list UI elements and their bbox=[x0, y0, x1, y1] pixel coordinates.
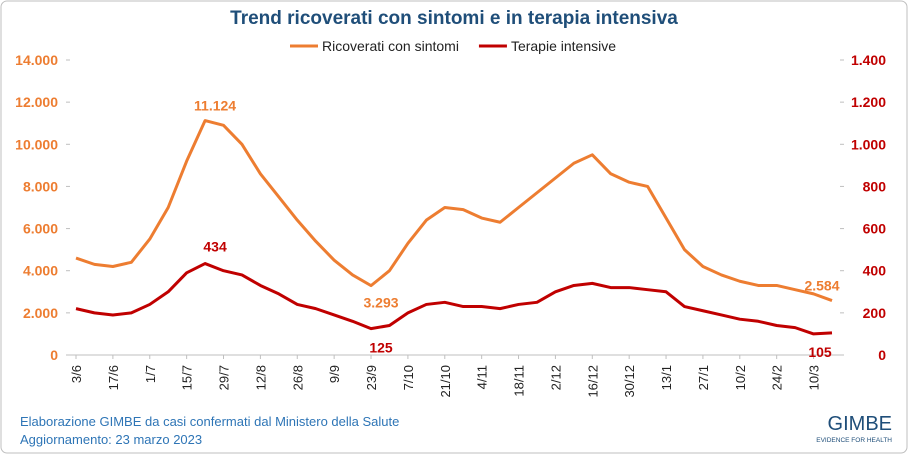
value-label: 11.124 bbox=[194, 98, 236, 114]
x-tick-label: 26/8 bbox=[290, 365, 305, 390]
value-label: 2.584 bbox=[804, 278, 839, 294]
value-label: 125 bbox=[369, 340, 393, 356]
y2-tick-label: 800 bbox=[863, 178, 887, 194]
y2-tick-label: 1.400 bbox=[851, 52, 886, 68]
x-tick-label: 23/9 bbox=[364, 365, 379, 390]
logo-tagline: EVIDENCE FOR HEALTH bbox=[816, 437, 892, 444]
series-line bbox=[75, 119, 833, 302]
y-tick-label: 2.000 bbox=[23, 305, 58, 321]
x-tick-label: 4/11 bbox=[475, 365, 490, 389]
x-tick-label: 13/1 bbox=[659, 365, 674, 390]
x-tick-label: 9/9 bbox=[327, 365, 342, 383]
x-tick-label: 21/10 bbox=[438, 365, 453, 398]
x-tick-label: 16/12 bbox=[585, 365, 600, 398]
x-tick-label: 10/3 bbox=[807, 365, 822, 390]
value-label: 434 bbox=[203, 239, 227, 255]
x-tick-label: 3/6 bbox=[69, 365, 84, 383]
x-tick-label: 24/2 bbox=[770, 365, 785, 390]
x-tick-label: 10/2 bbox=[733, 365, 748, 390]
y-tick-label: 8.000 bbox=[23, 178, 58, 194]
x-tick-label: 18/11 bbox=[512, 365, 527, 397]
x-tick-label: 29/7 bbox=[217, 365, 232, 390]
y-tick-label: 12.000 bbox=[15, 94, 58, 110]
legend-label: Ricoverati con sintomi bbox=[322, 38, 459, 54]
y2-tick-label: 400 bbox=[863, 263, 887, 279]
y-tick-label: 10.000 bbox=[15, 136, 58, 152]
source-note: Elaborazione GIMBE da casi confermati da… bbox=[20, 414, 399, 429]
x-tick-label: 15/7 bbox=[180, 365, 195, 390]
x-tick-label: 27/1 bbox=[696, 365, 711, 390]
y2-tick-label: 0 bbox=[878, 347, 886, 363]
y-tick-label: 4.000 bbox=[23, 263, 58, 279]
value-label: 105 bbox=[808, 344, 832, 360]
chart-title: Trend ricoverati con sintomi e in terapi… bbox=[230, 8, 678, 29]
y2-tick-label: 600 bbox=[863, 221, 887, 237]
x-tick-label: 2/12 bbox=[548, 365, 563, 390]
x-tick-label: 12/8 bbox=[253, 365, 268, 390]
y2-tick-label: 1.200 bbox=[851, 94, 886, 110]
legend-label: Terapie intensive bbox=[511, 38, 616, 54]
x-tick-label: 7/10 bbox=[401, 365, 416, 390]
value-label: 3.293 bbox=[364, 295, 399, 311]
y2-tick-label: 200 bbox=[863, 305, 887, 321]
y-tick-label: 0 bbox=[50, 347, 58, 363]
y2-tick-label: 1.000 bbox=[851, 136, 886, 152]
y-tick-label: 6.000 bbox=[23, 221, 58, 237]
y-tick-label: 14.000 bbox=[15, 52, 58, 68]
x-tick-label: 1/7 bbox=[143, 365, 158, 383]
x-tick-label: 30/12 bbox=[622, 365, 637, 398]
x-tick-label: 17/6 bbox=[106, 365, 121, 390]
update-note: Aggiornamento: 23 marzo 2023 bbox=[20, 432, 202, 447]
series-line bbox=[75, 262, 833, 336]
logo: GIMBE bbox=[828, 413, 892, 435]
